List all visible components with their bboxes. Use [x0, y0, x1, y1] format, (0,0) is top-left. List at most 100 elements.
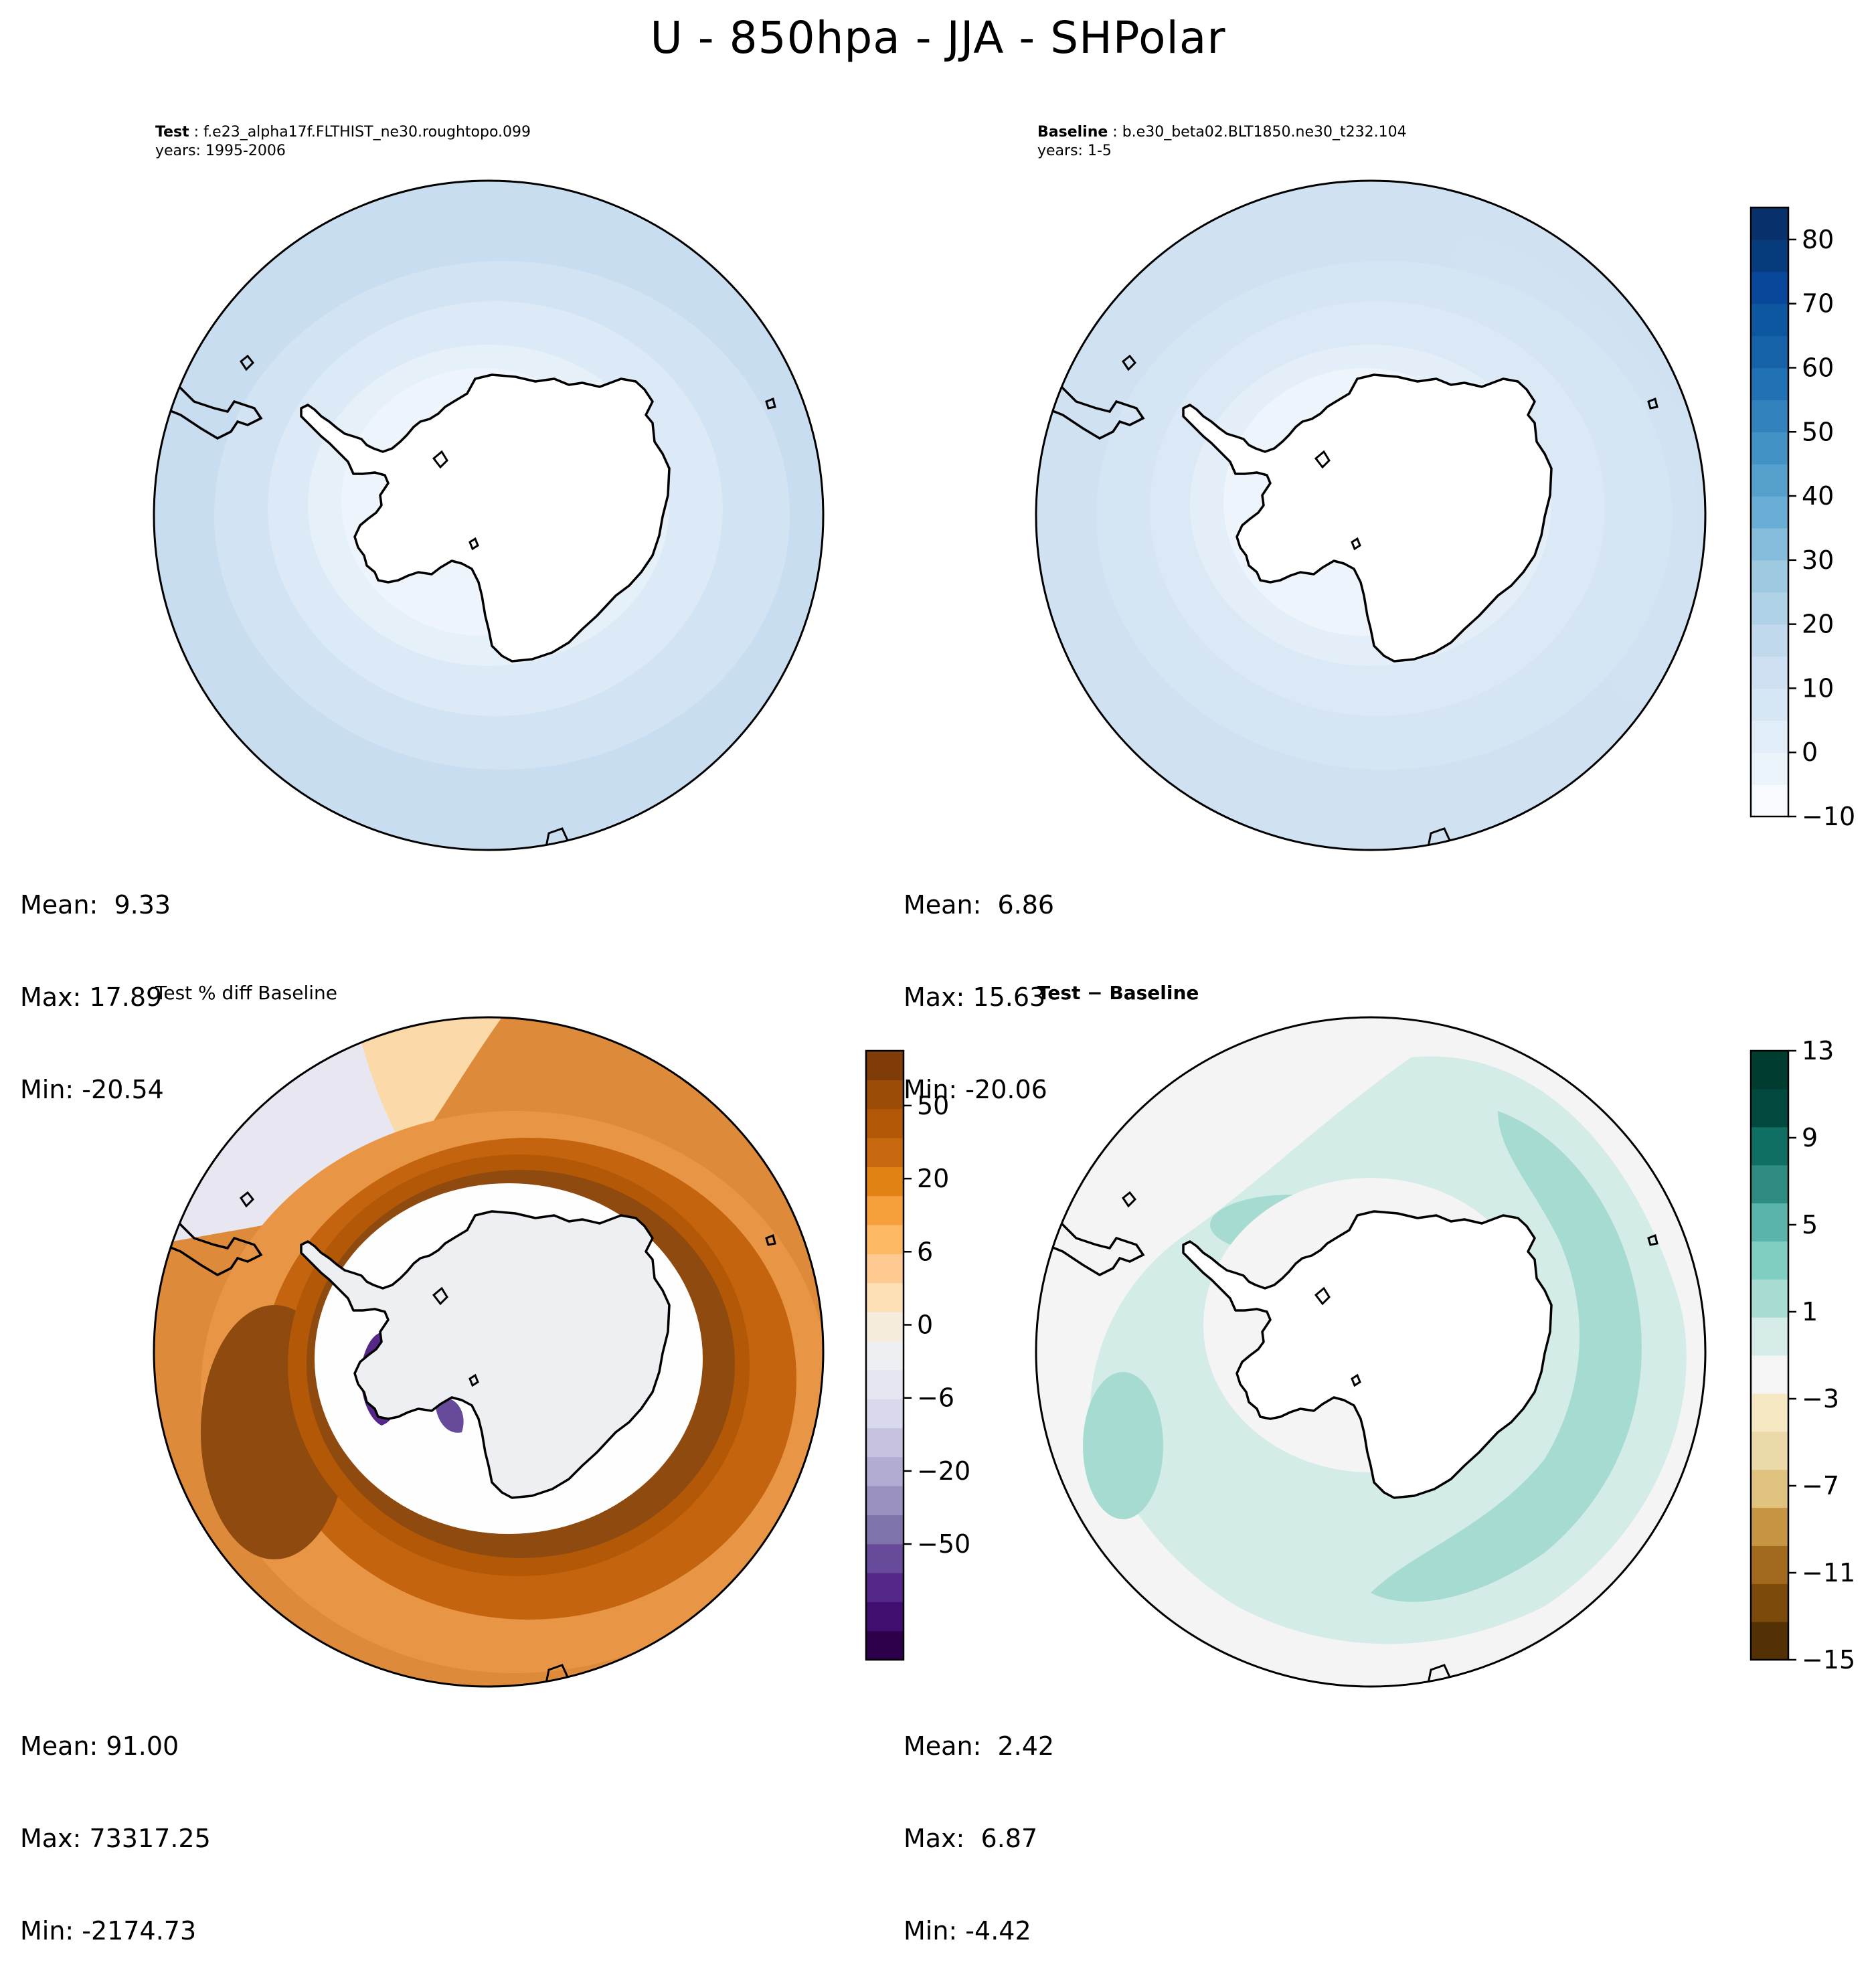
colorbar-segment [1751, 752, 1788, 785]
island-outline [468, 537, 479, 551]
colorbar-segment [866, 1399, 904, 1428]
colorbar-tick-label: −6 [917, 1383, 954, 1413]
antarctica-coastline [1182, 1210, 1553, 1499]
colorbar-segment [1751, 335, 1788, 369]
colorbar-segment [1751, 1469, 1788, 1509]
colorbar-frame [1750, 206, 1790, 818]
colorbar-segment [1751, 239, 1788, 272]
colorbar-tick-label: 50 [1802, 417, 1834, 446]
south-america-coastline [154, 1210, 263, 1276]
colorbar-segment [866, 1428, 904, 1458]
colorbar-segment [1751, 1317, 1788, 1356]
colorbar-segment [1751, 1393, 1788, 1432]
pct-diff-title: Test % diff Baseline [155, 982, 338, 1004]
antarctica-coastline [300, 373, 671, 663]
field-layer [154, 181, 823, 850]
kerguelen-island-outline [765, 1233, 776, 1246]
island-outline [468, 1373, 479, 1387]
baseline-case: b.e30_beta02.BLT1850.ne30_t232.104 [1122, 124, 1407, 141]
baseline-years: years: 1-5 [1037, 143, 1112, 159]
colorbar-segment [866, 1080, 904, 1110]
colorbar-segment [1751, 271, 1788, 305]
baseline-max: Max: 15.63 [904, 982, 1046, 1012]
tasmania-outline [544, 827, 570, 850]
pct-diff-mean: Mean: 91.00 [20, 1731, 179, 1761]
falkland-islands-outline [1121, 1191, 1137, 1208]
colorbar-tick-label: −3 [1802, 1384, 1839, 1413]
colorbar-tick-label: 0 [917, 1310, 933, 1340]
diff-stats: Mean: 2.42 Max: 6.87 Min: -4.42 [904, 1669, 1054, 1977]
colorbar-segment [866, 1312, 904, 1341]
antarctica-coastline [1182, 373, 1553, 663]
colorbar-segment [866, 1225, 904, 1254]
colorbar-tick-label: −15 [1802, 1645, 1855, 1674]
pct-diff-colorbar: 50 20 6 0 −6 −20 −50 [865, 1049, 970, 1661]
colorbar-segment [1751, 1583, 1788, 1622]
tasmania-outline [544, 1664, 570, 1687]
test-label: Test [155, 124, 189, 141]
colorbar-segment [866, 1341, 904, 1371]
south-america-coastline [1036, 373, 1145, 440]
colorbar-segment [1751, 367, 1788, 400]
colorbar-tick-label: 6 [917, 1237, 933, 1266]
colorbar-segment [1751, 592, 1788, 625]
colorbar-tick-label: 20 [917, 1164, 949, 1193]
antarctica-coastline [300, 1210, 671, 1499]
colorbar-tick-label: −50 [917, 1529, 970, 1559]
colorbar-segment [1751, 1507, 1788, 1546]
test-header: Test : f.e23_alpha17f.FLTHIST_ne30.rough… [155, 124, 531, 159]
map-boundary [1035, 179, 1707, 851]
tasmania-outline [1426, 827, 1452, 850]
island-outline [1314, 1286, 1331, 1306]
colorbar-segment [866, 1138, 904, 1167]
colorbar-segment [866, 1630, 904, 1660]
map-boundary [153, 179, 825, 851]
colorbar-tick-label: 80 [1802, 225, 1834, 254]
pct-diff-max: Max: 73317.25 [20, 1824, 211, 1853]
colorbar-segment [1751, 688, 1788, 721]
baseline-mean: Mean: 6.86 [904, 890, 1055, 920]
diff-title: Test − Baseline [1037, 982, 1199, 1004]
colorbar-segment [866, 1486, 904, 1515]
colorbar-segment [1751, 560, 1788, 593]
colorbar-segment [866, 1573, 904, 1602]
field-band [355, 1017, 502, 1158]
kerguelen-island-outline [1647, 1233, 1658, 1246]
colorbar-segment [866, 1515, 904, 1545]
baseline-map [1035, 179, 1707, 851]
colorbar-segment [1751, 1051, 1788, 1090]
colorbar-segment [866, 1602, 904, 1632]
falkland-islands-outline [1121, 354, 1137, 371]
falkland-islands-outline [239, 354, 255, 371]
map-boundary [153, 1016, 825, 1688]
south-america-coastline [154, 373, 263, 440]
field-band [435, 1397, 464, 1433]
colorbar-tick-label: −20 [917, 1456, 970, 1486]
baseline-stats: Mean: 6.86 Max: 15.63 Min: -20.06 [904, 828, 1054, 1136]
colorbar-segment [1751, 464, 1788, 497]
figure-title: U - 850hpa - JJA - SHPolar [650, 12, 1226, 64]
colorbar-segment [1751, 432, 1788, 464]
diff-mean: Mean: 2.42 [904, 1731, 1055, 1761]
colorbar-segment [866, 1369, 904, 1399]
diff-max: Max: 6.87 [904, 1824, 1038, 1853]
colorbar-tick-label: 0 [1802, 738, 1818, 767]
test-stats: Mean: 9.33 Max: 17.89 Min: -20.54 [20, 828, 171, 1136]
colorbar-segment [1751, 1622, 1788, 1660]
colorbar-segment [1751, 1126, 1788, 1166]
baseline-label: Baseline [1037, 124, 1108, 141]
pct-diff-map [153, 1016, 825, 1688]
colorbar-tick-label: −7 [1802, 1471, 1839, 1500]
field-band [1371, 1111, 1642, 1602]
island-outline [432, 450, 448, 469]
south-america-coastline [1036, 1210, 1145, 1276]
colorbar-segment [866, 1254, 904, 1284]
colorbar-tick-label: −11 [1802, 1558, 1855, 1587]
island-outline [1351, 1373, 1361, 1387]
colorbar-tick-label: 9 [1802, 1123, 1818, 1152]
colorbar-segment [1751, 656, 1788, 689]
colorbar-segment [1751, 496, 1788, 529]
island-outline [1351, 537, 1361, 551]
colorbar-frame [1750, 1049, 1790, 1661]
colorbar-segment [866, 1195, 904, 1225]
